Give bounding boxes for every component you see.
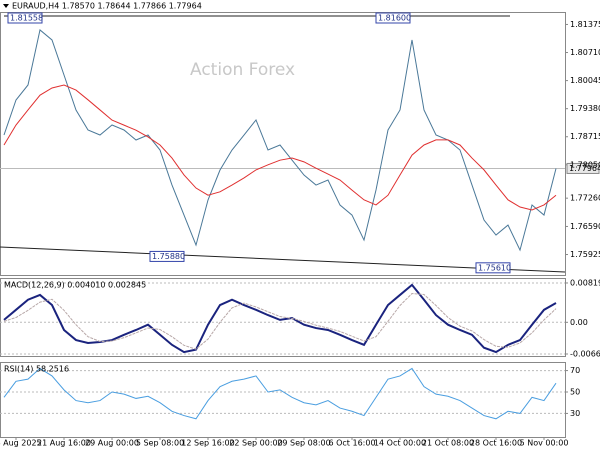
level-label: 1.75880 [152, 252, 185, 261]
y-tick-label: 30 [570, 409, 580, 418]
level-box [149, 250, 185, 262]
y-tick-label: 1.79380 [570, 104, 600, 113]
chart-title: EURAUD,H4 1.78570 1.78644 1.77866 1.7796… [12, 2, 202, 11]
level-label: 1.81558 [10, 14, 43, 23]
x-tick-label: 6 Oct 16:00 [328, 439, 375, 448]
watermark: Action Forex [190, 60, 295, 80]
level-box [375, 12, 411, 24]
y-tick-label: 0.00 [570, 318, 588, 327]
trend-line [0, 246, 566, 273]
x-tick-label: 12 Sep 16:00 [181, 439, 234, 448]
menu-arrow[interactable] [3, 4, 9, 8]
series-line [3, 283, 557, 354]
y-tick-label: 1.75925 [570, 250, 600, 259]
series-line [3, 292, 557, 350]
x-tick-label: 14 Aug 2025 [0, 439, 42, 448]
series-line [3, 367, 557, 420]
y-tick-label: 1.81375 [570, 20, 600, 29]
panel-frame [0, 12, 566, 276]
y-tick-label: 1.78050 [570, 160, 600, 169]
x-tick-label: 21 Oct 08:00 [422, 439, 474, 448]
series-line [3, 84, 557, 211]
level-label: 1.75610 [478, 263, 511, 272]
y-tick-label: 1.80045 [570, 76, 600, 85]
panel-title: RSI(14) 58.2516 [4, 365, 69, 374]
level-label: 1.81600 [378, 14, 411, 23]
series-line [3, 29, 557, 252]
x-tick-label: 21 Aug 16:00 [37, 439, 91, 448]
current-price-label: 1.77964 [569, 164, 600, 173]
y-tick-label: 1.80710 [570, 48, 600, 57]
y-tick-label: 70 [570, 366, 580, 375]
x-tick-label: 14 Oct 00:00 [374, 439, 426, 448]
panel-frame [0, 278, 566, 357]
level-box [475, 262, 511, 274]
x-tick-label: 22 Sep 00:00 [229, 439, 282, 448]
panel-title: MACD(12,26,9) 0.004010 0.002845 [4, 281, 146, 290]
x-tick-label: 29 Aug 00:00 [85, 439, 139, 448]
y-tick-label: 1.78715 [570, 132, 600, 141]
x-tick-label: 28 Oct 16:00 [470, 439, 522, 448]
x-tick-label: 5 Nov 00:00 [520, 439, 569, 448]
panel-frame [0, 362, 566, 438]
current-price-box [566, 162, 600, 174]
y-tick-label: 1.76590 [570, 222, 600, 231]
y-tick-label: 0.008194 [570, 278, 600, 287]
y-tick-label: -0.006604 [570, 350, 600, 359]
y-tick-label: 1.77260 [570, 194, 600, 203]
y-tick-label: 50 [570, 388, 580, 397]
level-box [7, 12, 43, 24]
x-tick-label: 29 Sep 08:00 [277, 439, 330, 448]
plot-layer [0, 12, 600, 440]
x-tick-label: 5 Sep 08:00 [136, 439, 184, 448]
